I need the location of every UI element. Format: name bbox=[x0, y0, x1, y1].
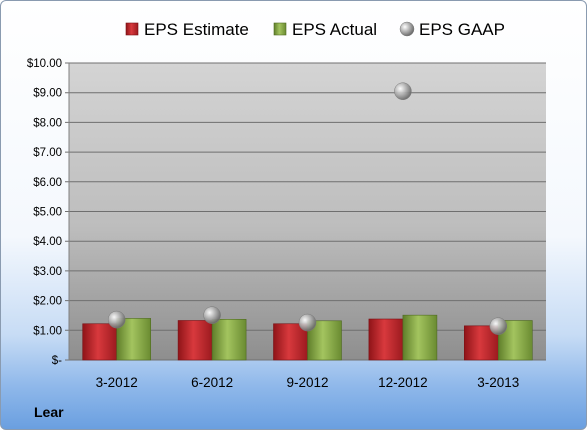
y-axis: $- $1.00 $2.00 $3.00 $4.00 $5.00 $6.00 $7.00 $8.… bbox=[27, 58, 70, 367]
y-tick-label: $10.00 bbox=[27, 58, 62, 70]
y-tick-label: $7.00 bbox=[33, 147, 62, 159]
point-eps-gaap bbox=[489, 317, 508, 335]
legend-label: EPS Actual bbox=[292, 20, 377, 39]
y-tick-label: $8.00 bbox=[33, 117, 62, 129]
y-tick-label: $- bbox=[52, 355, 62, 367]
x-tick-label: 3-2012 bbox=[96, 375, 138, 390]
x-tick-label: 9-2012 bbox=[286, 375, 328, 390]
x-tick-label: 12-2012 bbox=[378, 375, 428, 390]
legend: EPS Estimate EPS Actual EPS GAAP bbox=[125, 20, 505, 39]
bars bbox=[82, 314, 533, 361]
point-eps-gaap bbox=[394, 82, 412, 100]
point-eps-gaap bbox=[203, 306, 221, 324]
y-tick-label: $1.00 bbox=[33, 325, 62, 337]
y-tick-label: $9.00 bbox=[33, 88, 62, 100]
gaap-points bbox=[107, 82, 508, 335]
legend-swatch bbox=[273, 22, 287, 36]
bar-eps-actual bbox=[402, 314, 438, 361]
point-eps-gaap bbox=[107, 310, 126, 329]
legend-swatch bbox=[399, 21, 415, 37]
y-tick-label: $6.00 bbox=[33, 177, 62, 189]
bar-eps-estimate bbox=[273, 323, 308, 361]
x-tick-label: 6-2012 bbox=[191, 375, 233, 390]
bar-eps-estimate bbox=[368, 318, 404, 361]
bar-eps-actual bbox=[211, 319, 247, 361]
legend-label: EPS Estimate bbox=[144, 20, 249, 39]
point-eps-gaap bbox=[298, 313, 317, 332]
legend-swatch bbox=[125, 22, 139, 36]
y-tick-label: $5.00 bbox=[33, 207, 62, 219]
y-tick-label: $4.00 bbox=[33, 236, 62, 248]
x-tick-label: 3-2013 bbox=[477, 375, 519, 390]
company-label: Lear bbox=[34, 404, 64, 420]
y-tick-label: $2.00 bbox=[33, 296, 62, 308]
x-axis: 3-2012 6-2012 9-2012 12-2012 3-2013 bbox=[96, 375, 520, 390]
bar-eps-estimate bbox=[82, 323, 117, 361]
y-tick-label: $3.00 bbox=[33, 266, 62, 278]
bar-eps-estimate bbox=[177, 320, 213, 361]
legend-label: EPS GAAP bbox=[419, 20, 505, 39]
